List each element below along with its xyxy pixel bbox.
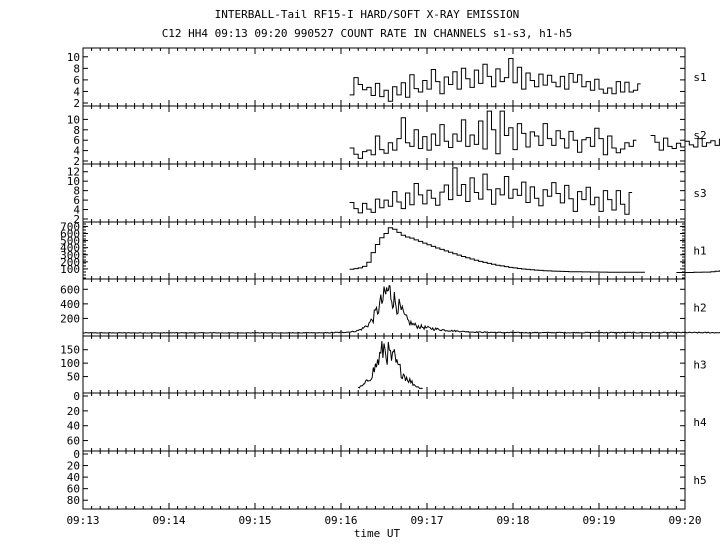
y-tick-label-h1-1: 200 [60,256,80,269]
series-line-h1-0 [349,227,645,273]
y-tick-label-h2-0: 200 [60,312,80,325]
series-line-s2-0 [349,110,637,159]
x-tick-label-0: 09:13 [66,514,99,527]
y-tick-label-h3-1: 100 [60,357,80,370]
panel-label-h3: h3 [693,359,706,372]
y-tick-label-h1-3: 400 [60,242,80,255]
y-tick-label-h3-2: 150 [60,344,80,357]
y-tick-label-h5-4: 80 [67,494,80,507]
series-line-s3-0 [349,167,633,215]
y-tick-label-h1-5: 600 [60,228,80,241]
x-axis-title: time UT [354,527,401,540]
x-tick-label-2: 09:15 [238,514,271,527]
y-tick-label-h2-1: 400 [60,298,80,311]
y-tick-label-h1-6: 700 [60,220,80,233]
y-tick-label-s3-1: 4 [73,204,80,217]
y-tick-label-h4-1: 20 [67,405,80,418]
y-tick-label-s3-0: 2 [73,213,80,226]
y-tick-label-s1-3: 8 [73,62,80,75]
y-tick-label-s2-4: 10 [67,113,80,126]
y-tick-label-s3-3: 8 [73,185,80,198]
y-tick-label-h4-3: 60 [67,435,80,448]
y-tick-label-s3-4: 10 [67,175,80,188]
y-tick-label-h4-0: 0 [73,390,80,403]
x-axis-group: 09:13 09:14 09:15 09:16 09:17 09:18 09:19 09:20 [66,514,701,527]
y-tick-label-h5-3: 60 [67,483,80,496]
y-tick-label-h1-0: 100 [60,263,80,276]
x-tick-label-1: 09:14 [152,514,185,527]
series-line-s1-0 [349,58,641,102]
y-tick-label-s1-1: 4 [73,85,80,98]
x-tick-label-5: 09:18 [496,514,529,527]
x-tick-label-6: 09:19 [582,514,615,527]
series-line-h1-1 [676,270,720,273]
series-line-s2-1 [650,135,720,151]
y-tick-label-s1-2: 6 [73,74,80,87]
y-tick-label-h5-1: 20 [67,460,80,473]
y-tick-label-s2-3: 8 [73,124,80,137]
panels-group: 246810s1246810s224681012s310020030040050… [60,47,720,510]
y-tick-label-s1-0: 2 [73,97,80,110]
panel-frame-h5 [82,450,686,510]
y-tick-label-s2-2: 6 [73,134,80,147]
y-tick-label-s2-1: 4 [73,145,80,158]
series-line-h2-1 [513,331,720,334]
y-tick-label-h4-2: 40 [67,420,80,433]
y-tick-label-s2-0: 2 [73,155,80,168]
x-tick-label-7: 09:20 [668,514,701,527]
y-tick-label-h1-2: 300 [60,249,80,262]
y-tick-label-h1-4: 500 [60,235,80,248]
series-line-h3-0 [357,341,423,390]
y-tick-label-h5-0: 0 [73,448,80,461]
x-tick-label-3: 09:16 [324,514,357,527]
y-tick-label-h5-2: 40 [67,471,80,484]
panel-label-s3: s3 [693,187,706,200]
x-tick-label-4: 09:17 [410,514,443,527]
panel-label-h4: h4 [693,416,707,429]
panel-label-h5: h5 [693,474,706,487]
panel-label-h1: h1 [693,245,706,258]
y-tick-label-s3-2: 6 [73,194,80,207]
panel-frame-s3 [82,163,686,223]
panel-label-h2: h2 [693,302,706,315]
y-tick-label-s3-5: 12 [67,166,80,179]
y-tick-label-h3-0: 50 [67,371,80,384]
panel-label-s2: s2 [693,129,706,142]
panel-frame-h4 [82,392,686,452]
chart-title: INTERBALL-Tail RF15-I HARD/SOFT X-RAY EM… [215,8,520,21]
y-tick-label-h2-2: 600 [60,283,80,296]
series-line-h2-0 [82,284,513,334]
y-tick-label-s1-4: 10 [67,51,80,64]
chart-subtitle: C12 HH4 09:13 09:20 990527 COUNT RATE IN… [162,27,573,40]
panel-label-s1: s1 [693,71,706,84]
panel-frame-h1 [82,221,686,280]
panel-h4: 0 20 40 60 h4 [67,390,707,452]
panel-frame-s1 [82,47,686,107]
